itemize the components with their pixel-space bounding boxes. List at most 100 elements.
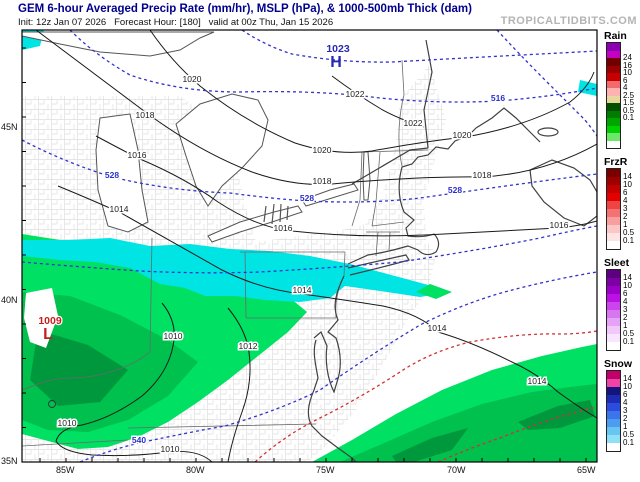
high-pressure-value: 1023	[326, 43, 350, 55]
legend-color-segment	[607, 379, 620, 387]
legend-color-segment	[607, 110, 620, 118]
legend-tick-label: 14	[623, 172, 632, 181]
isobar-label: 1010	[58, 418, 77, 428]
legend-color-segment	[607, 133, 620, 141]
legend-color-segment	[607, 169, 620, 177]
lat-label: 45N	[1, 122, 18, 132]
legend-title-sleet: Sleet	[604, 257, 630, 269]
legend-color-segment	[607, 241, 620, 249]
legend-color-segment	[607, 411, 620, 419]
legend-tick-label: 4	[623, 398, 628, 407]
legend-tick-label: 10	[623, 281, 632, 290]
legend-color-segment	[607, 73, 620, 81]
lat-label: 35N	[1, 456, 18, 466]
legend-tick-label: 6	[623, 289, 628, 298]
isobar-label: 1016	[128, 150, 147, 160]
thickness-label: 528	[448, 185, 462, 195]
legend-color-segment	[607, 310, 620, 318]
map-frame	[21, 29, 598, 463]
legend-tick-label: 14	[623, 374, 632, 383]
isobar-label: 1016	[550, 220, 569, 230]
legend-tick-label: 3	[623, 204, 628, 213]
legend-color-segment	[607, 193, 620, 201]
legend-color-segment	[607, 387, 620, 395]
legend-color-segment	[607, 419, 620, 427]
axis-tick	[22, 47, 587, 463]
legend-color-segment	[607, 201, 620, 209]
legend-tick-label: 4	[623, 297, 628, 306]
legend-color-segment	[607, 371, 620, 379]
legend-tick-label: 1	[623, 422, 628, 431]
legend-color-segment	[607, 403, 620, 411]
legend-color-segment	[607, 95, 620, 103]
high-pressure-symbol: H	[330, 54, 342, 71]
legend-tick-label: 0.5	[623, 228, 635, 237]
isobar-label: 1020	[313, 145, 332, 155]
legend-color-segment	[607, 50, 620, 58]
legend-tick-label: 10	[623, 382, 632, 391]
isobar-label: 1016	[274, 223, 293, 233]
legend-tick-label: 1	[623, 321, 628, 330]
isobar-label: 1010	[164, 331, 183, 341]
isobar-label: 1014	[528, 376, 547, 386]
legend-title-frzr: FrzR	[604, 156, 628, 168]
legend-color-segment	[607, 209, 620, 217]
isobar-label: 1012	[239, 341, 258, 351]
legend-tick-label: 0.5	[623, 329, 635, 338]
legend-tick-label: 4	[623, 196, 628, 205]
legend-color-segment	[607, 80, 620, 88]
legend-bar-sleet	[606, 269, 621, 351]
legend-color-segment	[607, 435, 620, 443]
isobar-label: 1014	[293, 285, 312, 295]
legend-tick-label: 0.1	[623, 113, 635, 122]
coastline	[307, 39, 597, 462]
lon-label: 80W	[186, 465, 205, 475]
legend-tick-label: 4	[623, 83, 628, 92]
contour-labels: 1020 1018 1016 1014 1022 1022 1020 1020 1018 1018…	[37, 42, 570, 456]
legend-color-segment	[607, 326, 620, 334]
legend-tick-label: 2	[623, 212, 628, 221]
legend-tick-label: 24	[623, 53, 632, 62]
legend-color-segment	[607, 443, 620, 451]
legend-tick-label: 2	[623, 313, 628, 322]
lon-label: 85W	[56, 465, 75, 475]
legend-tick-label: 2.5	[623, 90, 635, 100]
legend-tick-label: 10	[623, 180, 632, 189]
thickness-lines-blue	[22, 30, 597, 462]
isobar-label: 1022	[404, 118, 423, 128]
isobar-label: 1018	[136, 110, 155, 120]
legend-tick-label: 1	[623, 220, 628, 229]
legend-color-segment	[607, 103, 620, 111]
legend-color-segment	[607, 395, 620, 403]
legend-color-segment	[607, 270, 620, 278]
legend-color-segment	[607, 185, 620, 193]
finger-lakes	[263, 203, 289, 225]
lon-label: 65W	[577, 465, 596, 475]
isobar-label: 1022	[346, 89, 365, 99]
legend-tick-label: 0.1	[623, 337, 635, 346]
legend-tick-label: 6	[623, 390, 628, 399]
legend-tick-label: 6	[623, 188, 628, 197]
isobar-label: 1020	[453, 130, 472, 140]
legend-color-segment	[607, 318, 620, 326]
legend-tick-label: 0.5	[623, 105, 635, 115]
legend-tick-label: 3	[623, 305, 628, 314]
legend-bar-frzr	[606, 168, 621, 250]
legend-color-segment	[607, 427, 620, 435]
lon-label: 75W	[316, 465, 335, 475]
page-title: GEM 6-hour Averaged Precip Rate (mm/hr),…	[18, 3, 472, 15]
legend-tick-label: 14	[623, 273, 632, 282]
legend-color-segment	[607, 118, 620, 126]
legend-color-segment	[607, 286, 620, 294]
legend-color-segment	[607, 302, 620, 310]
legend-tick-label: 2	[623, 414, 628, 423]
legend-color-segment	[607, 125, 620, 133]
legend-bar-rain	[606, 42, 621, 149]
isobar-label: 1018	[473, 170, 492, 180]
legend-tick-label: 0.1	[623, 236, 635, 245]
low-pressure-value: 1009	[38, 315, 62, 327]
legend-color-segment	[607, 58, 620, 66]
legend-tick-label: 1.5	[623, 98, 635, 107]
isobars	[35, 30, 597, 462]
